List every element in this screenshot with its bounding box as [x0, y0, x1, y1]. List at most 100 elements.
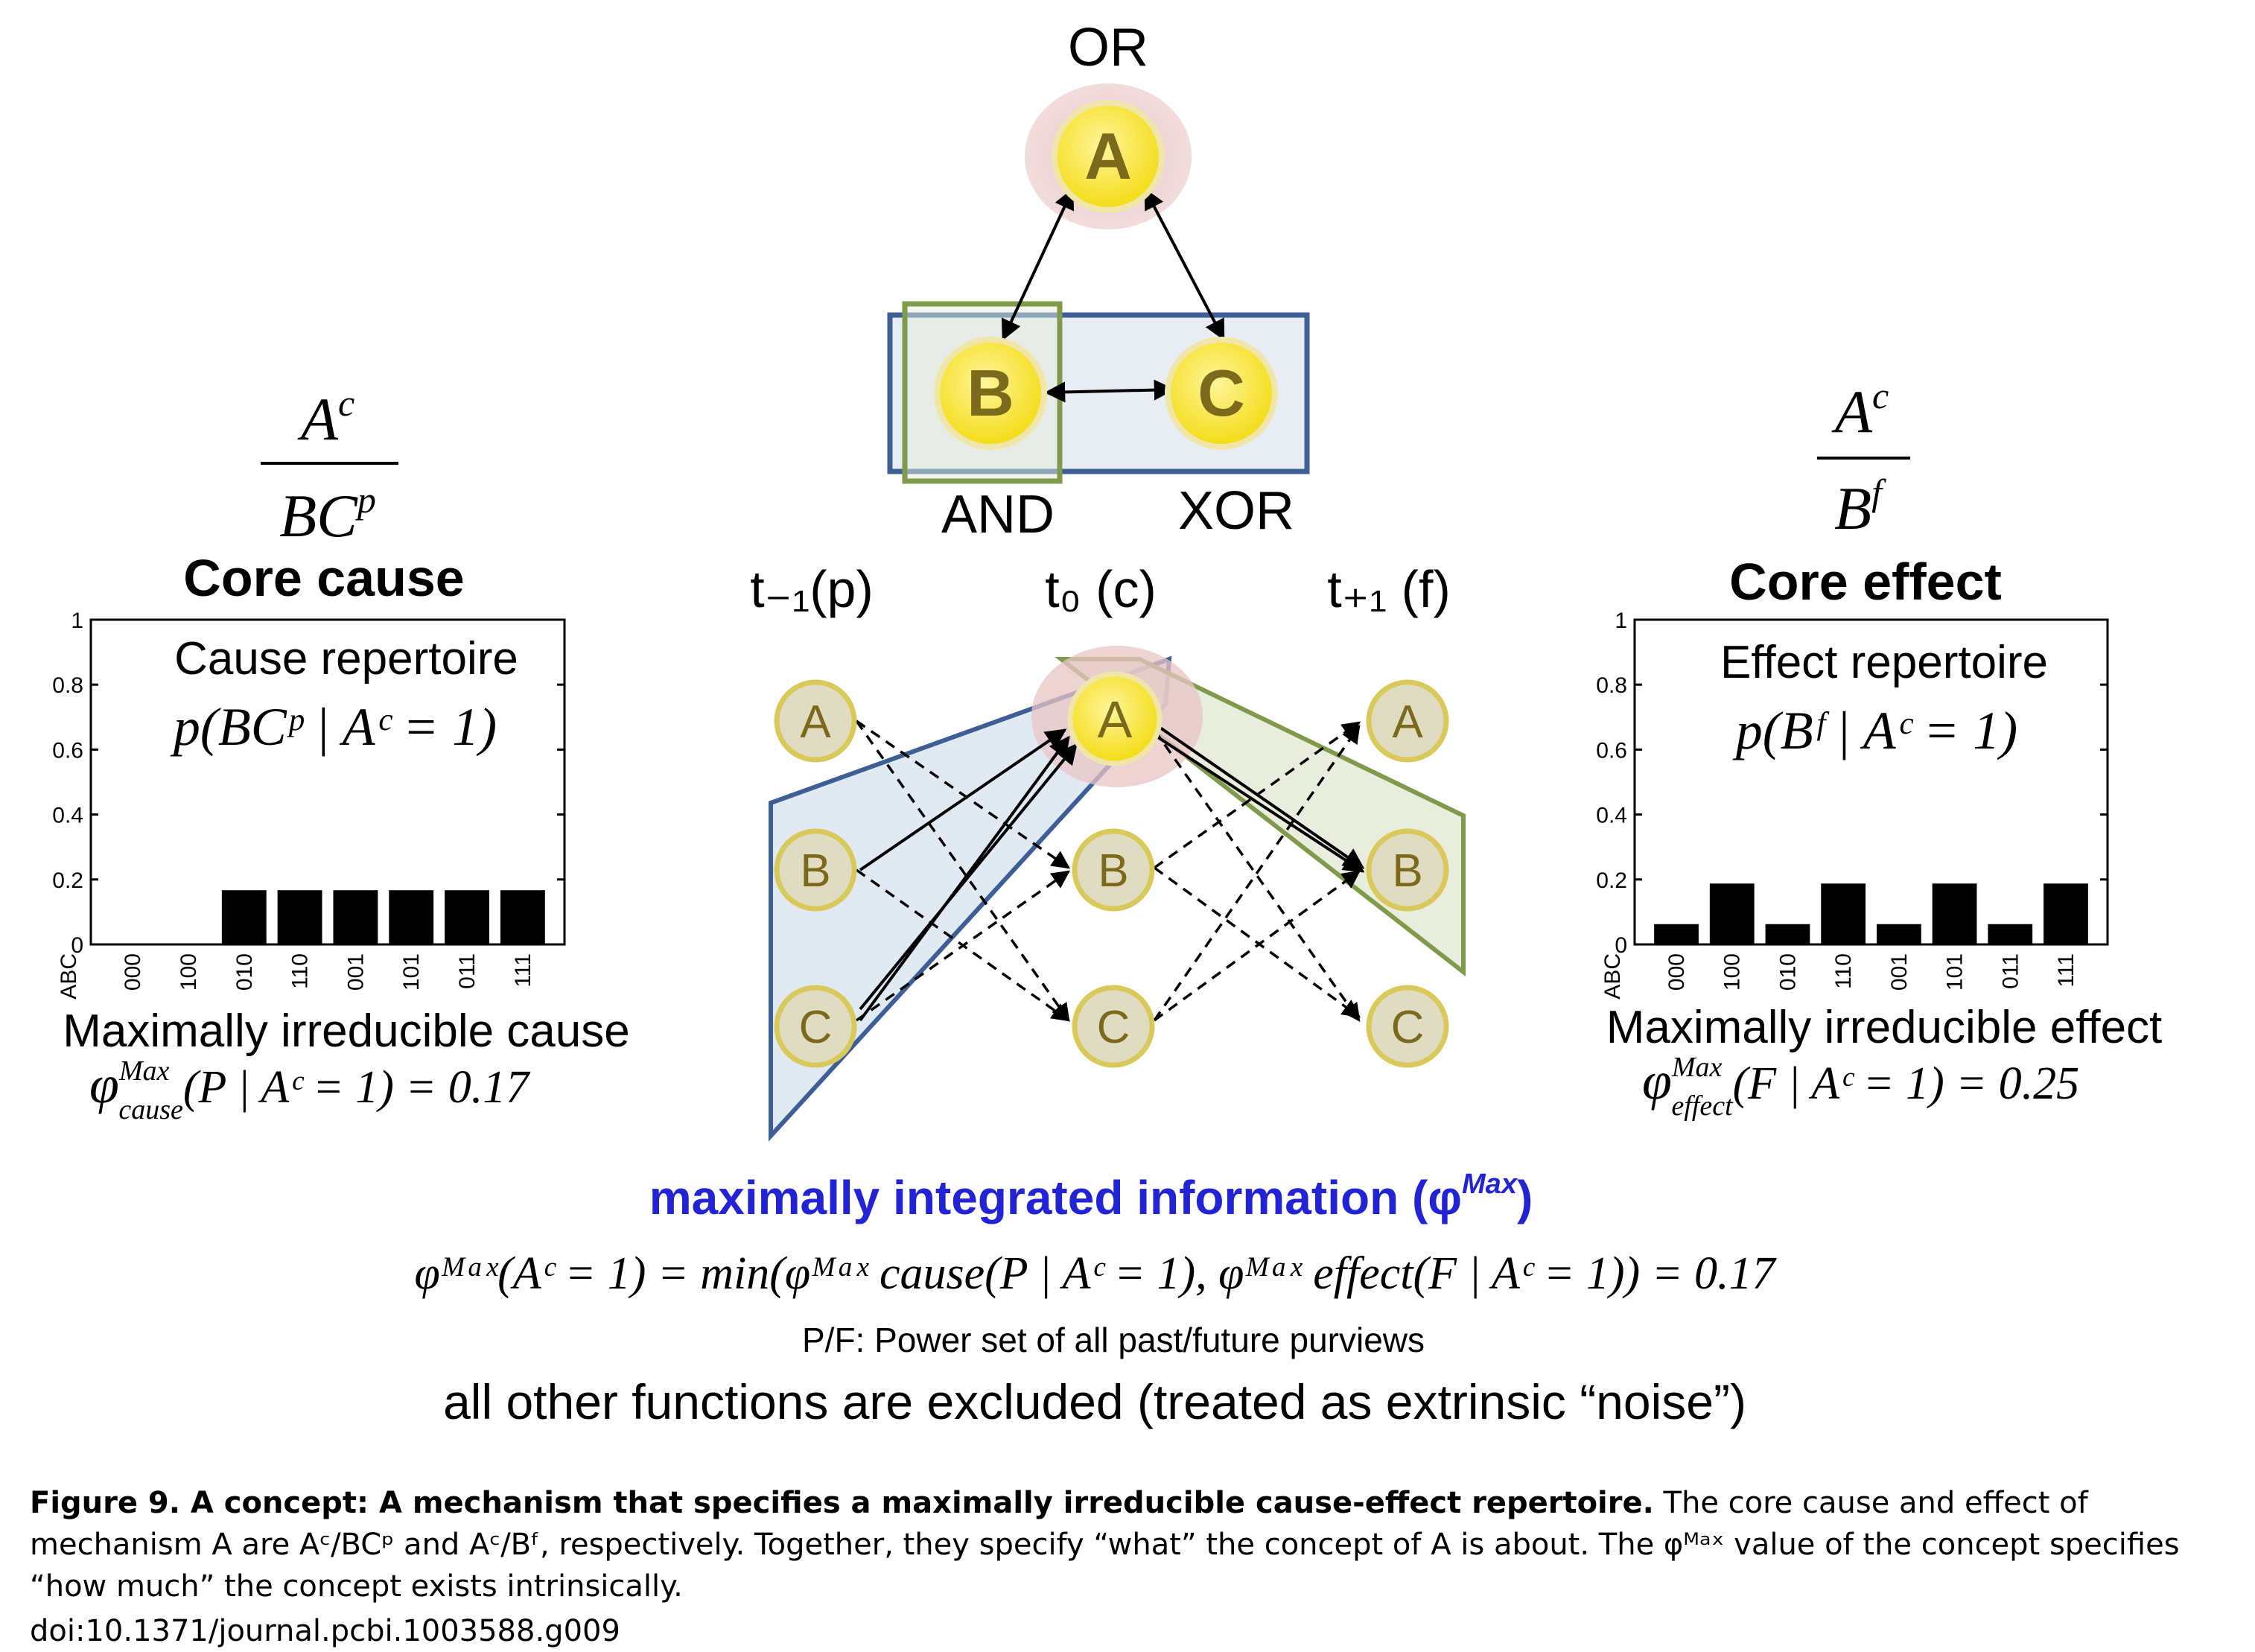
effect-chart-formula: p(Bᶠ | Aᶜ = 1)	[1732, 701, 2017, 760]
y-tick-label: 0.4	[1596, 804, 1627, 828]
gate-xor-label: XOR	[1178, 481, 1294, 541]
bar	[1709, 883, 1755, 944]
x-tick-label: 101	[1943, 953, 1968, 991]
bar	[1932, 883, 1977, 944]
gate-or-label: OR	[1068, 18, 1148, 77]
dashed-connections	[855, 719, 1361, 1023]
svg-text:B: B	[967, 356, 1014, 430]
cause-chart-formula: p(BCᵖ | Aᶜ = 1)	[170, 697, 497, 757]
powerset-note: P/F: Power set of all past/future purvie…	[802, 1321, 1425, 1359]
x-axis-label: ABC	[57, 953, 81, 1000]
edge-b-c	[1044, 379, 1175, 403]
bar	[1821, 883, 1866, 944]
cause-fraction-numerator: Ac	[297, 382, 354, 453]
future-node-c: C	[1366, 985, 1449, 1068]
svg-text:A: A	[800, 696, 831, 748]
bar	[445, 890, 489, 944]
present-node-b: B	[1072, 828, 1155, 912]
x-tick-label: 100	[176, 953, 201, 991]
core-cause-title: Core cause	[183, 549, 464, 607]
x-tick-label: 100	[1720, 953, 1745, 991]
x-tick-label: 111	[511, 953, 535, 988]
y-tick-label: 0	[71, 933, 83, 958]
x-tick-label: 001	[1887, 953, 1912, 991]
caption-bold: Figure 9. A concept: A mechanism that sp…	[30, 1486, 1654, 1520]
effect-footer-title: Maximally irreducible effect	[1606, 1002, 2163, 1053]
x-tick-label: 111	[2054, 953, 2079, 988]
bar	[1765, 924, 1810, 944]
x-axis-label: ABC	[1600, 953, 1625, 1000]
time-label-present: t₀ (c)	[1045, 560, 1157, 618]
x-tick-label: 010	[232, 953, 257, 991]
svg-text:C: C	[799, 1002, 833, 1053]
future-node-b: B	[1366, 828, 1449, 912]
effect-fraction-denominator: Bf	[1834, 471, 1886, 542]
cause-footer-formula: φMax cause(P | Aᶜ = 1) = 0.17	[89, 1055, 531, 1125]
gate-and-label: AND	[941, 485, 1055, 544]
x-tick-label: 110	[288, 953, 313, 989]
bar	[1876, 924, 1921, 944]
caption-doi: doi:10.1371/journal.pcbi.1003588.g009	[30, 1614, 620, 1648]
cause-footer-title: Maximally irreducible cause	[63, 1006, 630, 1057]
top-node-b: B	[934, 337, 1047, 450]
effect-fraction-numerator: Ac	[1831, 375, 1889, 445]
future-node-a: A	[1366, 679, 1449, 763]
past-node-b: B	[774, 828, 857, 912]
y-tick-label: 0.4	[52, 804, 83, 828]
x-tick-label: 011	[1998, 953, 2023, 989]
cause-fraction-denominator: BCp	[279, 479, 376, 550]
phi-max-headline: maximally integrated information (φMax)	[649, 1169, 1533, 1224]
top-node-a: A	[1052, 100, 1165, 213]
x-tick-label: 110	[1831, 953, 1856, 989]
top-node-c: C	[1165, 337, 1278, 450]
present-node-a: A	[1067, 671, 1163, 766]
x-tick-label: 000	[121, 953, 145, 991]
effect-footer-formula: φMax effect(F | Aᶜ = 1) = 0.25	[1642, 1051, 2079, 1122]
svg-text:B: B	[800, 845, 830, 897]
effect-chart-title: Effect repertoire	[1720, 637, 2048, 688]
edge-a-c	[1144, 188, 1225, 341]
edge-a-b	[1001, 188, 1075, 341]
svg-text:A: A	[1392, 696, 1423, 748]
top-network: OR A B C AND XOR	[887, 18, 1310, 544]
bar	[1654, 924, 1699, 944]
x-tick-label: 011	[455, 953, 480, 989]
caption-text: The core cause and effect of mechanism A…	[30, 1486, 2180, 1604]
bar	[1988, 924, 2033, 944]
x-tick-label: 101	[399, 953, 424, 991]
svg-text:C: C	[1391, 1002, 1425, 1053]
y-tick-label: 0.2	[1596, 868, 1627, 893]
past-node-a: A	[774, 679, 857, 763]
y-tick-label: 0.6	[1596, 738, 1627, 763]
present-node-c: C	[1072, 985, 1155, 1068]
unfolded-network: t₋₁(p) t₀ (c) t₊₁ (f) A	[750, 560, 1466, 1142]
y-tick-label: 0.6	[52, 738, 83, 763]
solid-connections	[859, 725, 1365, 1022]
bar	[277, 890, 322, 944]
bar	[221, 890, 267, 944]
core-effect-title: Core effect	[1729, 553, 2002, 611]
y-tick-label: 1	[1615, 609, 1627, 633]
phi-max-formula: φᴹᵃˣ(Aᶜ = 1) = min(φᴹᵃˣ cause(P | Aᶜ = 1…	[414, 1248, 1777, 1299]
chart-frame	[89, 618, 566, 946]
bottom-summary: maximally integrated information (φMax) …	[414, 1169, 1777, 1429]
svg-text:A: A	[1098, 690, 1133, 749]
past-node-c: C	[774, 985, 857, 1068]
svg-text:A: A	[1084, 119, 1132, 193]
chart-frame	[1633, 618, 2109, 946]
bar	[500, 890, 545, 944]
figure-caption: Figure 9. A concept: A mechanism that sp…	[30, 1482, 2227, 1652]
excluded-note: all other functions are excluded (treate…	[443, 1374, 1746, 1429]
svg-text:C: C	[1097, 1002, 1130, 1053]
y-tick-label: 1	[71, 609, 83, 633]
svg-text:B: B	[1392, 845, 1422, 897]
bar	[2044, 883, 2088, 944]
svg-text:C: C	[1198, 356, 1245, 430]
time-label-future: t₊₁ (f)	[1327, 560, 1451, 618]
bar	[389, 890, 434, 944]
